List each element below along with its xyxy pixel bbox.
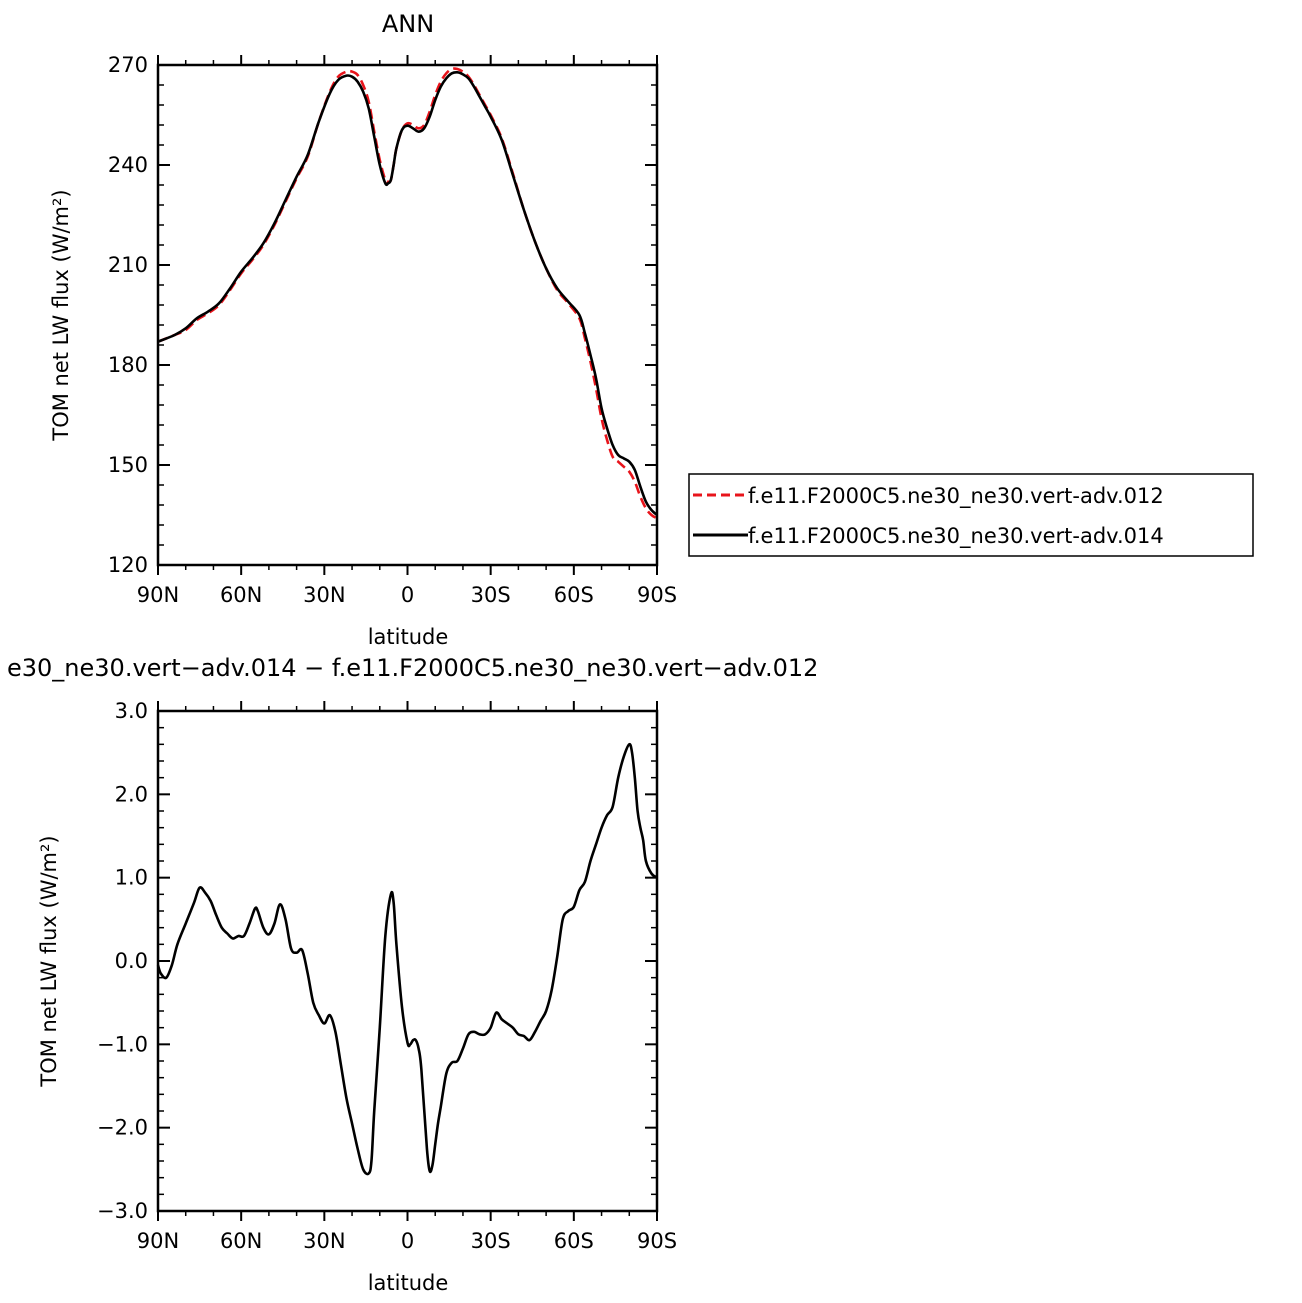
x-tick-label: 30N: [303, 583, 345, 607]
y-tick-label: 0.0: [115, 949, 148, 973]
x-tick-label: 60N: [220, 583, 262, 607]
bottom-panel: e30_ne30.vert−adv.014 − f.e11.F2000C5.ne…: [7, 654, 818, 1295]
y-tick-label: 1.0: [115, 866, 148, 890]
x-tick-label: 30S: [471, 583, 511, 607]
legend-label-series-014: f.e11.F2000C5.ne30_ne30.vert-adv.014: [748, 524, 1164, 549]
y-tick-label: −3.0: [97, 1199, 148, 1223]
top-x-axis-title: latitude: [368, 625, 449, 649]
top-chart-title: ANN: [382, 10, 434, 38]
series-line-0-1: [157, 70, 658, 516]
bottom-series-group: [156, 742, 658, 1176]
series-line-0-0: [157, 67, 658, 520]
x-tick-label: 0: [401, 583, 414, 607]
top-y-tick-labels: 120 150 180 210 240 270: [108, 53, 148, 577]
top-y-axis-title: TOM net LW flux (W/m²): [49, 189, 73, 441]
series-line-1-0: [156, 742, 658, 1176]
x-tick-label: 60N: [220, 1229, 262, 1253]
x-tick-label: 90S: [637, 583, 677, 607]
x-tick-label: 0: [401, 1229, 414, 1253]
x-tick-label: 90N: [137, 583, 179, 607]
bottom-y-tick-labels: −3.0 −2.0 −1.0 0.0 1.0 2.0 3.0: [97, 699, 148, 1223]
bottom-x-axis-title: latitude: [368, 1271, 449, 1295]
legend-label-series-012: f.e11.F2000C5.ne30_ne30.vert-adv.012: [748, 484, 1164, 509]
x-tick-label: 60S: [554, 583, 594, 607]
x-tick-label: 90S: [637, 1229, 677, 1253]
bottom-chart-title: e30_ne30.vert−adv.014 − f.e11.F2000C5.ne…: [7, 654, 818, 682]
bottom-x-tick-labels: 90N 60N 30N 0 30S 60S 90S: [137, 1229, 677, 1253]
y-tick-label: 210: [108, 253, 148, 277]
top-plot-frame: [156, 63, 659, 567]
y-tick-label: 3.0: [115, 699, 148, 723]
bottom-plot-frame: [156, 709, 659, 1213]
y-tick-label: −2.0: [97, 1116, 148, 1140]
x-tick-label: 30N: [303, 1229, 345, 1253]
x-tick-label: 90N: [137, 1229, 179, 1253]
top-series-group: [157, 67, 658, 520]
legend: f.e11.F2000C5.ne30_ne30.vert-adv.012 f.e…: [688, 473, 1254, 557]
x-tick-label: 30S: [471, 1229, 511, 1253]
bottom-y-axis-title: TOM net LW flux (W/m²): [37, 835, 61, 1087]
y-tick-label: −1.0: [97, 1032, 148, 1056]
y-tick-label: 240: [108, 153, 148, 177]
y-tick-label: 120: [108, 553, 148, 577]
x-tick-label: 60S: [554, 1229, 594, 1253]
y-tick-label: 2.0: [115, 782, 148, 806]
top-ticks: [157, 55, 658, 575]
bottom-ticks: [157, 701, 658, 1221]
y-tick-label: 270: [108, 53, 148, 77]
legend-box: [688, 473, 1254, 557]
top-x-tick-labels: 90N 60N 30N 0 30S 60S 90S: [137, 583, 677, 607]
y-tick-label: 150: [108, 453, 148, 477]
y-tick-label: 180: [108, 353, 148, 377]
